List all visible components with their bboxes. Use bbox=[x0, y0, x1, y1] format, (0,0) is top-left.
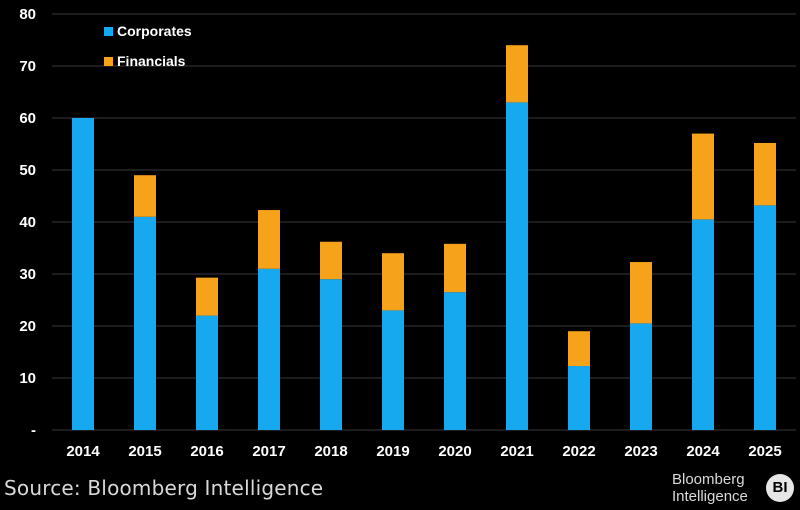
x-tick-label: 2017 bbox=[252, 443, 285, 460]
source-note: Source: Bloomberg Intelligence bbox=[4, 476, 324, 500]
bar-corporates-2016 bbox=[196, 315, 218, 430]
x-tick-label: 2025 bbox=[748, 443, 781, 460]
bar-financials-2018 bbox=[320, 241, 342, 280]
y-axis-ticks: - 10 20 30 40 50 60 70 80 bbox=[19, 6, 36, 439]
bar-financials-2016 bbox=[196, 277, 218, 316]
bar-financials-2015 bbox=[134, 175, 156, 217]
x-tick-label: 2015 bbox=[128, 443, 161, 460]
x-tick-label: 2024 bbox=[686, 443, 720, 460]
bar-corporates-2019 bbox=[382, 310, 404, 430]
brand-wordmark: Bloomberg Intelligence bbox=[672, 471, 748, 505]
brand-line-1: Bloomberg bbox=[672, 471, 745, 488]
x-tick-label: 2022 bbox=[562, 443, 595, 460]
bar-corporates-2024 bbox=[692, 219, 714, 430]
x-tick-label: 2016 bbox=[190, 443, 223, 460]
legend-swatch-corporates bbox=[104, 27, 113, 36]
x-axis-ticks: 2014 2015 2016 2017 2018 2019 2020 2021 2022 2023… bbox=[66, 443, 781, 460]
bar-financials-2023 bbox=[630, 262, 652, 324]
x-tick-label: 2019 bbox=[376, 443, 409, 460]
bar-corporates-2020 bbox=[444, 292, 466, 430]
bar-financials-2025 bbox=[754, 142, 776, 206]
bar-financials-2020 bbox=[444, 243, 466, 293]
x-tick-label: 2018 bbox=[314, 443, 347, 460]
brand-line-2: Intelligence bbox=[672, 488, 748, 505]
y-tick-label: 60 bbox=[19, 110, 36, 127]
bar-financials-2022 bbox=[568, 331, 590, 367]
y-tick-label: 50 bbox=[19, 162, 36, 179]
bar-financials-2021 bbox=[506, 45, 528, 103]
legend: Corporates Financials bbox=[104, 23, 192, 69]
legend-label-financials: Financials bbox=[117, 53, 186, 69]
x-tick-label: 2023 bbox=[624, 443, 657, 460]
bar-corporates-2018 bbox=[320, 279, 342, 430]
y-tick-label: 70 bbox=[19, 58, 36, 75]
bar-corporates-2017 bbox=[258, 268, 280, 430]
gridlines bbox=[52, 13, 796, 431]
y-tick-label: 40 bbox=[19, 214, 36, 231]
x-tick-label: 2021 bbox=[500, 443, 533, 460]
bar-corporates-2022 bbox=[568, 366, 590, 430]
y-tick-label: - bbox=[31, 422, 36, 439]
brand-badge: BI bbox=[766, 474, 794, 502]
bar-corporates-2025 bbox=[754, 205, 776, 430]
y-tick-label: 80 bbox=[19, 6, 36, 23]
y-tick-label: 30 bbox=[19, 266, 36, 283]
y-tick-label: 20 bbox=[19, 318, 36, 335]
bar-corporates-2023 bbox=[630, 323, 652, 430]
bar-corporates-2014 bbox=[72, 118, 94, 430]
legend-swatch-financials bbox=[104, 57, 113, 66]
y-tick-label: 10 bbox=[19, 370, 36, 387]
bars bbox=[72, 45, 776, 431]
brand-logo: Bloomberg Intelligence BI bbox=[672, 471, 796, 507]
bar-corporates-2015 bbox=[134, 216, 156, 430]
bar-financials-2024 bbox=[692, 133, 714, 220]
x-tick-label: 2014 bbox=[66, 443, 100, 460]
x-tick-label: 2020 bbox=[438, 443, 471, 460]
legend-label-corporates: Corporates bbox=[117, 23, 192, 39]
bar-financials-2017 bbox=[258, 210, 280, 269]
bar-corporates-2021 bbox=[506, 102, 528, 431]
bar-financials-2019 bbox=[382, 253, 404, 311]
